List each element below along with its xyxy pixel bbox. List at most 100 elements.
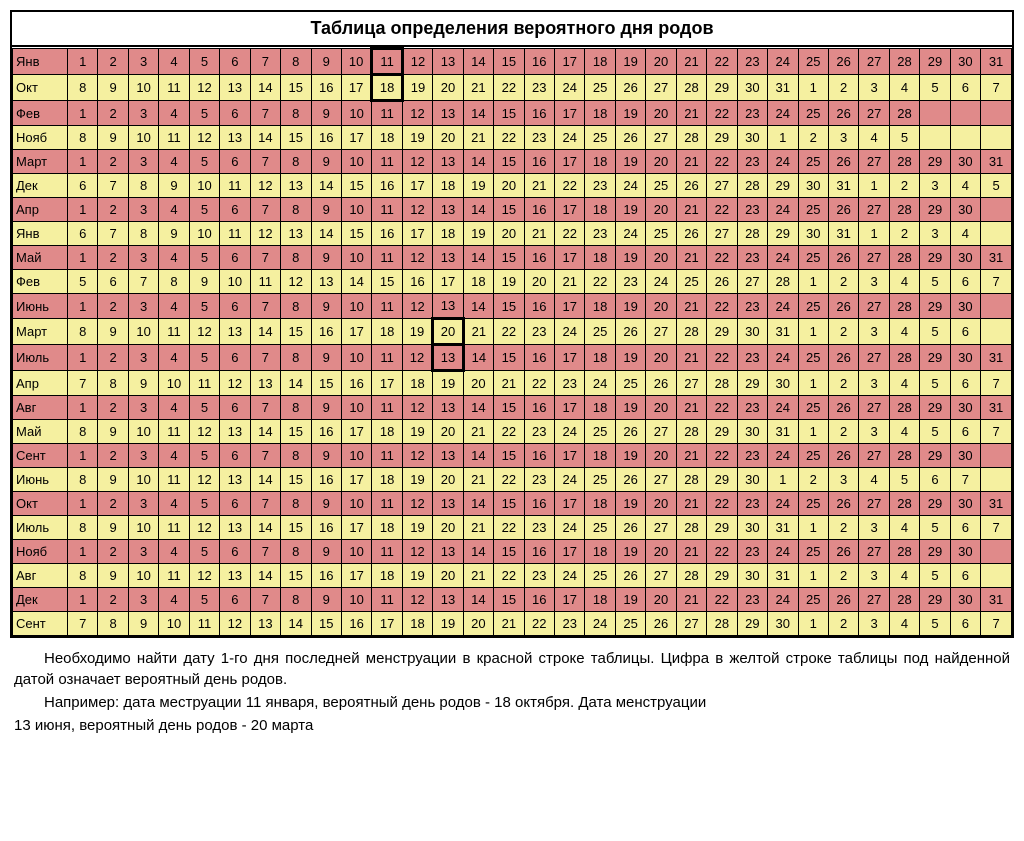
day-cell: 25 (798, 345, 828, 371)
day-cell: 28 (768, 270, 798, 294)
day-cell: 7 (950, 468, 980, 492)
day-cell: 14 (281, 371, 311, 396)
day-cell: 6 (220, 246, 250, 270)
day-cell: 3 (859, 420, 889, 444)
day-cell: 3 (859, 270, 889, 294)
day-cell: 11 (189, 371, 219, 396)
day-cell: 19 (615, 49, 645, 75)
day-cell: 17 (555, 540, 585, 564)
day-cell: 20 (646, 294, 676, 319)
day-cell: 7 (981, 612, 1012, 636)
day-cell: 6 (220, 345, 250, 371)
day-cell: 13 (220, 75, 250, 101)
table-row: Фев5678910111213141516171819202122232425… (13, 270, 1012, 294)
day-cell: 21 (676, 444, 706, 468)
day-cell: 10 (341, 492, 371, 516)
day-cell: 25 (585, 126, 615, 150)
day-cell: 4 (159, 540, 189, 564)
table-row: Окт8910111213141516171819202122232425262… (13, 75, 1012, 101)
day-cell: 20 (433, 420, 463, 444)
day-cell: 8 (68, 564, 98, 588)
day-cell: 3 (128, 588, 158, 612)
day-cell: 17 (555, 101, 585, 126)
day-cell: 28 (889, 246, 919, 270)
day-cell: 13 (220, 516, 250, 540)
day-cell: 13 (433, 492, 463, 516)
day-cell: 26 (615, 75, 645, 101)
day-cell: 4 (889, 319, 919, 345)
day-cell: 27 (646, 420, 676, 444)
day-cell: 1 (68, 198, 98, 222)
day-cell: 11 (159, 516, 189, 540)
day-cell: 17 (402, 174, 432, 198)
day-cell: 4 (159, 198, 189, 222)
day-cell: 23 (524, 516, 554, 540)
day-cell: 12 (402, 540, 432, 564)
day-cell: 15 (311, 371, 341, 396)
day-cell: 20 (646, 198, 676, 222)
day-cell: 11 (372, 246, 402, 270)
day-cell: 29 (920, 246, 950, 270)
day-cell: 26 (615, 420, 645, 444)
day-cell: 23 (737, 492, 767, 516)
day-cell: 25 (585, 319, 615, 345)
day-cell: 30 (737, 420, 767, 444)
day-cell: 28 (676, 126, 706, 150)
day-cell: 14 (341, 270, 371, 294)
day-cell: 3 (920, 174, 950, 198)
day-cell: 4 (889, 75, 919, 101)
day-cell: 22 (707, 396, 737, 420)
day-cell: 11 (372, 198, 402, 222)
day-cell: 27 (859, 198, 889, 222)
month-label: Янв (13, 49, 68, 75)
day-cell: 2 (98, 198, 128, 222)
day-cell: 3 (828, 468, 858, 492)
day-cell: 28 (737, 222, 767, 246)
day-cell: 29 (707, 319, 737, 345)
day-cell: 22 (494, 75, 524, 101)
day-cell: 30 (950, 49, 980, 75)
table-row: Нояб123456789101112131415161718192021222… (13, 540, 1012, 564)
day-cell: 14 (463, 345, 493, 371)
day-cell: 25 (798, 150, 828, 174)
day-cell: 17 (555, 198, 585, 222)
day-cell: 10 (341, 294, 371, 319)
day-cell: 26 (828, 246, 858, 270)
day-cell: 29 (920, 294, 950, 319)
day-cell: 2 (828, 319, 858, 345)
day-cell: 17 (555, 492, 585, 516)
day-cell: 20 (646, 246, 676, 270)
day-cell: 5 (920, 516, 950, 540)
day-cell: 17 (555, 588, 585, 612)
day-cell: 21 (676, 49, 706, 75)
day-cell: 4 (159, 444, 189, 468)
day-cell: 10 (220, 270, 250, 294)
day-cell: 5 (189, 444, 219, 468)
day-cell: 5 (889, 126, 919, 150)
day-cell: 10 (128, 420, 158, 444)
day-cell: 16 (311, 420, 341, 444)
day-cell: 14 (250, 564, 280, 588)
day-cell: 24 (615, 174, 645, 198)
day-cell: 22 (707, 444, 737, 468)
day-cell: 24 (585, 371, 615, 396)
table-row: Авг1234567891011121314151617181920212223… (13, 396, 1012, 420)
day-cell: 12 (189, 516, 219, 540)
day-cell: 19 (494, 270, 524, 294)
day-cell: 14 (250, 75, 280, 101)
day-cell: 14 (463, 101, 493, 126)
day-cell: 5 (920, 564, 950, 588)
day-cell: 20 (433, 319, 463, 345)
day-cell: 27 (707, 174, 737, 198)
day-cell: 4 (889, 612, 919, 636)
day-cell: 28 (889, 396, 919, 420)
day-cell: 30 (737, 516, 767, 540)
day-cell: 11 (372, 540, 402, 564)
day-cell: 26 (646, 612, 676, 636)
day-cell: 28 (889, 198, 919, 222)
day-cell: 27 (646, 75, 676, 101)
day-cell: 11 (372, 588, 402, 612)
day-cell: 4 (889, 564, 919, 588)
day-cell: 13 (433, 588, 463, 612)
day-cell: 27 (859, 444, 889, 468)
